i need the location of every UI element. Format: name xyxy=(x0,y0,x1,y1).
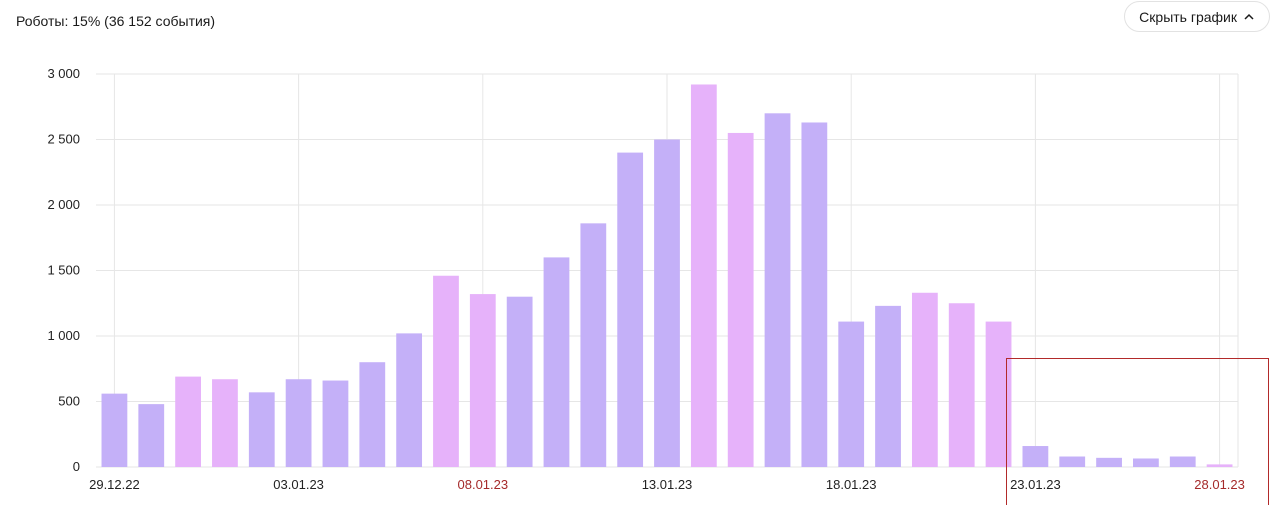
y-tick-label: 3 000 xyxy=(47,66,80,81)
y-tick-label: 1 500 xyxy=(47,263,80,278)
bar xyxy=(911,292,938,467)
y-tick-label: 2 500 xyxy=(47,132,80,147)
bar xyxy=(1169,456,1196,467)
x-tick-label: 29.12.22 xyxy=(89,477,140,492)
bar xyxy=(175,376,201,467)
x-tick-label: 23.01.23 xyxy=(1010,477,1061,492)
bar xyxy=(322,380,349,467)
robots-summary: Роботы: 15% (36 152 события) xyxy=(16,13,216,29)
x-tick-label: 03.01.23 xyxy=(273,477,324,492)
x-tick-label: 28.01.23 xyxy=(1194,477,1245,492)
bar xyxy=(433,275,459,467)
bar xyxy=(101,393,128,467)
y-tick-label: 500 xyxy=(58,394,80,409)
bar xyxy=(1206,464,1233,467)
bar xyxy=(1096,457,1122,467)
bar xyxy=(617,152,644,467)
bar xyxy=(948,303,975,467)
bar xyxy=(506,296,533,467)
bar xyxy=(359,362,386,467)
bar xyxy=(138,404,165,467)
bar xyxy=(1133,458,1159,467)
x-tick-label: 08.01.23 xyxy=(458,477,509,492)
bar xyxy=(838,321,865,467)
bar xyxy=(801,122,828,467)
bar xyxy=(690,84,717,467)
bar xyxy=(1022,446,1049,467)
y-tick-label: 0 xyxy=(73,459,80,474)
bar xyxy=(212,379,238,467)
bar xyxy=(580,223,607,467)
bar xyxy=(1059,456,1086,467)
bar xyxy=(469,294,496,467)
y-tick-label: 1 000 xyxy=(47,328,80,343)
bar xyxy=(985,321,1012,467)
bar xyxy=(248,392,275,467)
bar xyxy=(654,139,680,467)
bar xyxy=(543,257,570,467)
hide-chart-label: Скрыть график xyxy=(1139,8,1237,25)
hide-chart-button[interactable]: Скрыть график xyxy=(1124,1,1270,32)
x-tick-label: 13.01.23 xyxy=(642,477,693,492)
bar xyxy=(727,132,754,467)
bar xyxy=(396,333,423,467)
y-tick-label: 2 000 xyxy=(47,197,80,212)
bar xyxy=(875,305,901,467)
x-tick-label: 18.01.23 xyxy=(826,477,877,492)
bar xyxy=(285,379,312,467)
bar xyxy=(764,113,791,468)
chevron-up-icon xyxy=(1244,13,1254,20)
